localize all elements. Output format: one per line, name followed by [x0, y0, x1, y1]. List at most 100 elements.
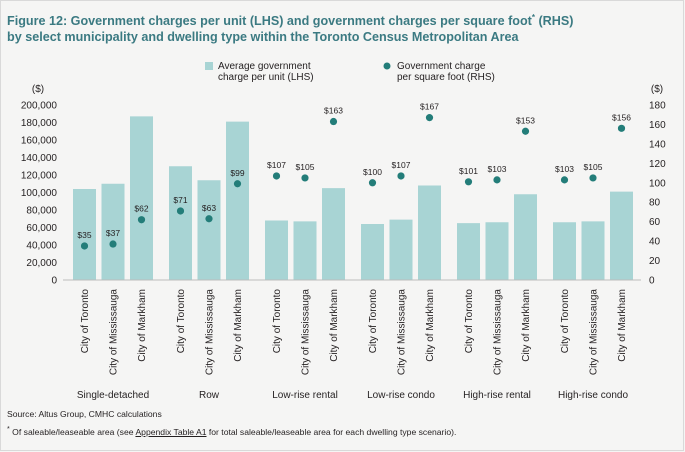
data-label: $37: [106, 228, 120, 238]
data-label: $107: [267, 160, 286, 170]
dot: [272, 172, 281, 180]
footnote-text-pre: Of saleable/leaseable area (see: [9, 426, 136, 437]
data-label: $71: [173, 195, 187, 205]
bar: [73, 189, 96, 280]
footnote-asterisk: *: [7, 425, 10, 433]
dot: [589, 174, 597, 182]
data-label: $103: [488, 164, 507, 174]
bar: [197, 180, 221, 280]
dot: [464, 178, 473, 186]
data-label: $99: [230, 168, 244, 178]
category-label: City of Mississauga: [589, 289, 600, 376]
category-label: City of Mississauga: [109, 289, 120, 376]
title-line-1-tail: (RHS): [534, 14, 574, 29]
category-label: City of Markham: [617, 289, 628, 362]
bar: [514, 194, 537, 280]
left-axis-tick: 180,000: [21, 118, 58, 129]
right-axis-tick: 180: [649, 101, 666, 112]
category-label: City of Markham: [329, 289, 340, 362]
left-axis-tick: 120,000: [21, 171, 58, 182]
dot: [137, 216, 146, 224]
title-line-1-main: Figure 12: Government charges per unit (…: [7, 14, 532, 29]
bar: [610, 191, 633, 280]
left-axis-unit: ($): [32, 84, 44, 95]
bar: [418, 185, 441, 280]
dot: [176, 207, 185, 215]
legend-bar-swatch: [205, 62, 213, 70]
data-label: $107: [392, 160, 411, 170]
data-label: $101: [459, 166, 478, 176]
group-label: High-rise rental: [463, 390, 531, 401]
bar: [553, 222, 576, 280]
category-label: City of Toronto: [176, 289, 187, 354]
category-label: City of Mississauga: [397, 289, 408, 376]
data-label: $35: [77, 230, 91, 240]
bar: [457, 223, 480, 280]
data-label: $62: [134, 204, 148, 214]
data-label: $100: [363, 167, 382, 177]
right-axis-tick: 20: [649, 256, 661, 267]
bar: [322, 188, 345, 280]
dot: [109, 240, 117, 248]
category-label: City of Toronto: [560, 289, 571, 354]
bar: [293, 221, 317, 280]
dot: [560, 176, 569, 184]
dot: [617, 124, 626, 132]
bar: [226, 121, 249, 280]
group-label: Single-detached: [77, 390, 149, 401]
dot: [425, 114, 434, 122]
bar: [169, 166, 192, 280]
dot: [233, 180, 242, 188]
bar: [101, 183, 125, 280]
left-axis-tick: 80,000: [26, 206, 57, 217]
group-label: High-rise condo: [558, 390, 628, 401]
bar: [265, 220, 288, 280]
left-axis-tick: 60,000: [26, 223, 57, 234]
right-axis-tick: 60: [649, 217, 661, 228]
category-label: City of Markham: [521, 289, 532, 362]
category-label: City of Markham: [137, 289, 148, 362]
legend-dot-marker: [383, 62, 391, 70]
source-note: Source: Altus Group, CMHC calculations: [7, 409, 162, 419]
group-label: Low-rise condo: [367, 390, 435, 401]
bar: [130, 116, 153, 280]
footnote-text-post: for total saleable/leaseable area for ea…: [206, 426, 457, 437]
dot: [493, 176, 501, 184]
left-axis-tick: 20,000: [26, 258, 57, 269]
right-axis-tick: 120: [649, 159, 666, 170]
group-label: Low-rise rental: [272, 390, 338, 401]
data-label: $105: [296, 162, 315, 172]
data-label: $167: [420, 102, 439, 112]
figure-title: Figure 12: Government charges per unit (…: [7, 10, 677, 45]
right-axis-tick: 80: [649, 198, 661, 209]
category-label: City of Toronto: [464, 289, 475, 354]
category-label: City of Toronto: [368, 289, 379, 354]
left-axis-tick: 40,000: [26, 241, 57, 252]
left-axis-tick: 0: [51, 276, 57, 287]
dot: [80, 242, 89, 250]
dot: [301, 174, 309, 182]
left-axis-tick: 140,000: [21, 153, 58, 164]
dot: [368, 179, 377, 187]
group-label: Row: [199, 390, 220, 401]
legend-bar-label: Average government: [218, 61, 311, 72]
right-axis-tick: 0: [649, 276, 655, 287]
left-axis-tick: 200,000: [21, 101, 58, 112]
bar: [485, 222, 509, 280]
category-label: City of Toronto: [272, 289, 283, 354]
bar: [361, 224, 384, 280]
data-label: $163: [324, 106, 343, 116]
dot: [397, 172, 405, 180]
appendix-link[interactable]: Appendix Table A1: [135, 426, 207, 437]
legend-bar-label: charge per unit (LHS): [218, 72, 314, 83]
category-label: City of Markham: [425, 289, 436, 362]
left-axis-tick: 160,000: [21, 136, 58, 147]
right-axis-tick: 160: [649, 120, 666, 131]
category-label: City of Mississauga: [301, 289, 312, 376]
category-label: City of Toronto: [80, 289, 91, 354]
right-axis-tick: 100: [649, 178, 666, 189]
category-label: City of Mississauga: [205, 289, 216, 376]
legend-dot-label: per square foot (RHS): [397, 72, 495, 83]
right-axis-tick: 40: [649, 237, 661, 248]
